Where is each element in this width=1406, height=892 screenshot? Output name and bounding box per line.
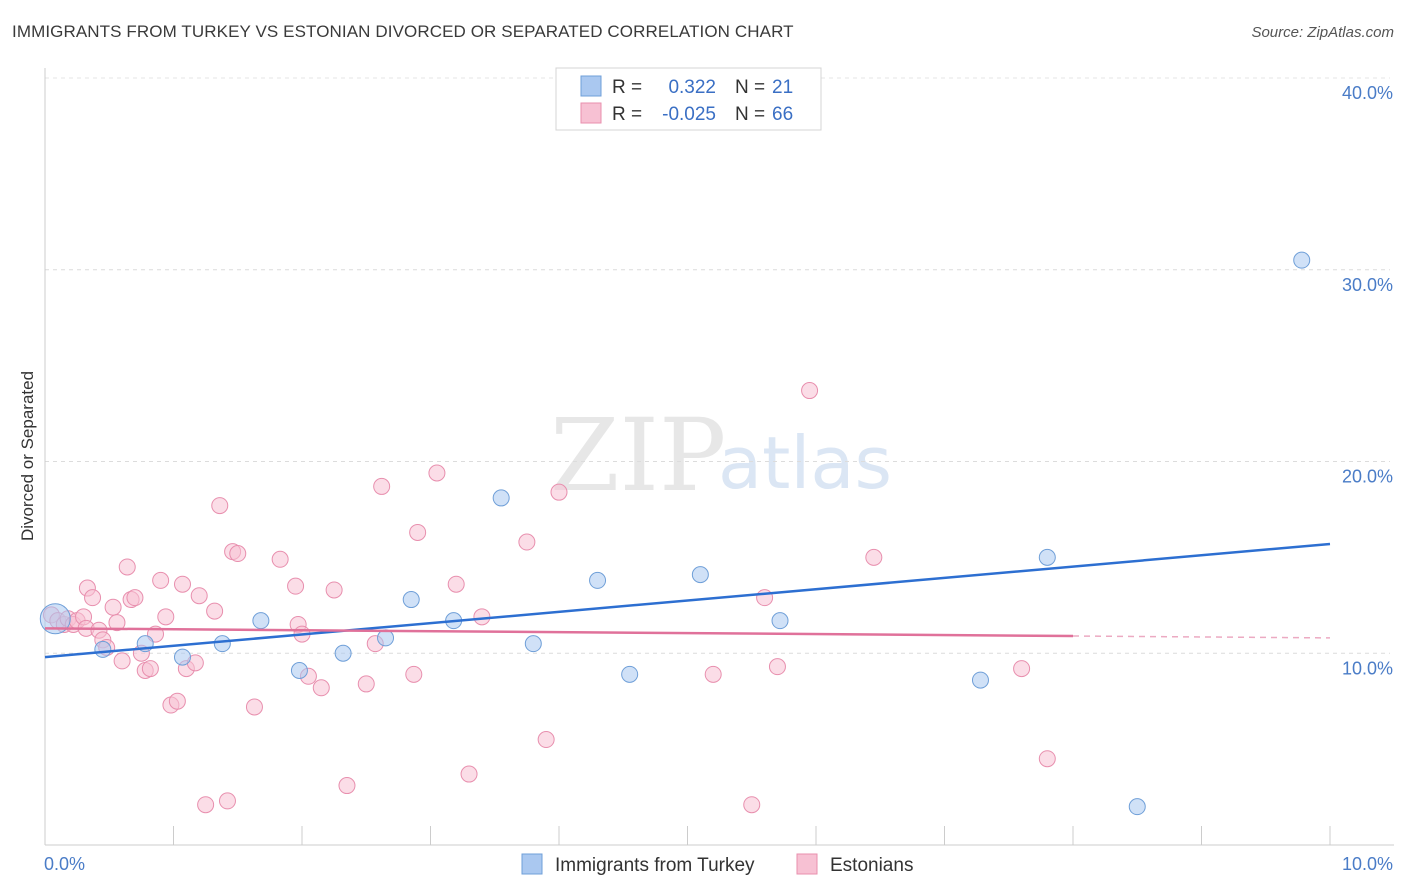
data-point [213, 635, 231, 653]
data-point [173, 648, 191, 666]
data-point [771, 612, 789, 630]
data-point [271, 550, 289, 568]
y-tick-labels: 10.0% 20.0% 30.0% 40.0% [1342, 83, 1393, 678]
data-point [377, 629, 395, 647]
x-tick-label: 10.0% [1342, 854, 1393, 874]
data-point [704, 665, 722, 683]
data-point [287, 577, 305, 595]
data-point [39, 603, 71, 635]
series-legend-swatch [521, 853, 543, 875]
data-point [325, 581, 343, 599]
y-tick-label: 10.0% [1342, 658, 1393, 678]
y-tick-label: 30.0% [1342, 275, 1393, 295]
data-point [460, 765, 478, 783]
legend-r-value: -0.025 [662, 104, 716, 125]
watermark-zip: ZIP [550, 397, 726, 514]
legend-r-value: 0.322 [668, 77, 716, 98]
legend-n-value: 21 [772, 77, 793, 98]
data-point [971, 671, 989, 689]
legend-n-label: N = [735, 104, 765, 125]
data-point [537, 731, 555, 749]
y-tick-label: 20.0% [1342, 467, 1393, 487]
data-point [229, 545, 247, 563]
trend-line-0 [44, 542, 1331, 659]
data-point [550, 483, 568, 501]
data-point [473, 608, 491, 626]
data-point [104, 598, 122, 616]
grid [45, 77, 1390, 654]
data-point [245, 698, 263, 716]
data-point [197, 796, 215, 814]
data-point [1038, 548, 1056, 566]
y-axis-title: Divorced or Separated [18, 371, 37, 541]
data-point [801, 382, 819, 400]
data-point [743, 796, 761, 814]
data-point [589, 571, 607, 589]
series-legend-label: Estonians [830, 855, 913, 876]
y-tick-label: 40.0% [1342, 83, 1393, 103]
data-point [168, 692, 186, 710]
data-point [1013, 660, 1031, 678]
series-legend-swatch [796, 853, 818, 875]
data-point [173, 575, 191, 593]
legend-swatch [580, 102, 602, 124]
legend-r-label: R = [612, 77, 642, 98]
data-point [1038, 750, 1056, 768]
data-point [118, 558, 136, 576]
data-point [312, 679, 330, 697]
data-point [206, 602, 224, 620]
data-point [373, 477, 391, 495]
x-tick-labels: 0.0% 10.0% [44, 854, 1393, 874]
data-point [768, 658, 786, 676]
axes [44, 68, 1394, 846]
x-tick-label: 0.0% [44, 854, 85, 874]
data-point [141, 660, 159, 678]
legend-r-label: R = [612, 104, 642, 125]
data-points [39, 251, 1311, 816]
data-point [865, 548, 883, 566]
data-point [428, 464, 446, 482]
data-point [211, 497, 229, 515]
legend-n-label: N = [735, 77, 765, 98]
data-point [252, 612, 270, 630]
legend-swatch [580, 75, 602, 97]
data-point [524, 635, 542, 653]
data-point [1293, 251, 1311, 269]
data-point [126, 589, 144, 607]
data-point [94, 640, 112, 658]
data-point [621, 665, 639, 683]
trend-lines [44, 542, 1331, 659]
data-point [84, 589, 102, 607]
data-point [691, 566, 709, 584]
series-legend-label: Immigrants from Turkey [555, 855, 755, 876]
data-point [357, 675, 375, 693]
data-point [409, 523, 427, 541]
data-point [190, 587, 208, 605]
data-point [518, 533, 536, 551]
chart-title: IMMIGRANTS FROM TURKEY VS ESTONIAN DIVOR… [12, 22, 794, 41]
data-point [447, 575, 465, 593]
data-point [218, 792, 236, 810]
watermark: ZIP atlas [550, 397, 892, 514]
trend-line-1 [44, 627, 1074, 638]
trend-line-dashed-1 [1072, 635, 1331, 639]
data-point [1128, 798, 1146, 816]
data-point [157, 608, 175, 626]
data-point [290, 662, 308, 680]
data-point [492, 489, 510, 507]
stats-legend: R = 0.322 N = 21 R = -0.025 N = 66 [555, 67, 822, 131]
data-point [338, 777, 356, 795]
watermark-atlas: atlas [718, 421, 892, 505]
legend-n-value: 66 [772, 104, 793, 125]
data-point [405, 665, 423, 683]
data-point [334, 644, 352, 662]
data-point [113, 652, 131, 670]
data-point [402, 591, 420, 609]
source-label: Source: ZipAtlas.com [1251, 24, 1394, 41]
series-legend: Immigrants from Turkey Estonians [521, 853, 913, 876]
data-point [152, 571, 170, 589]
data-point [108, 614, 126, 632]
